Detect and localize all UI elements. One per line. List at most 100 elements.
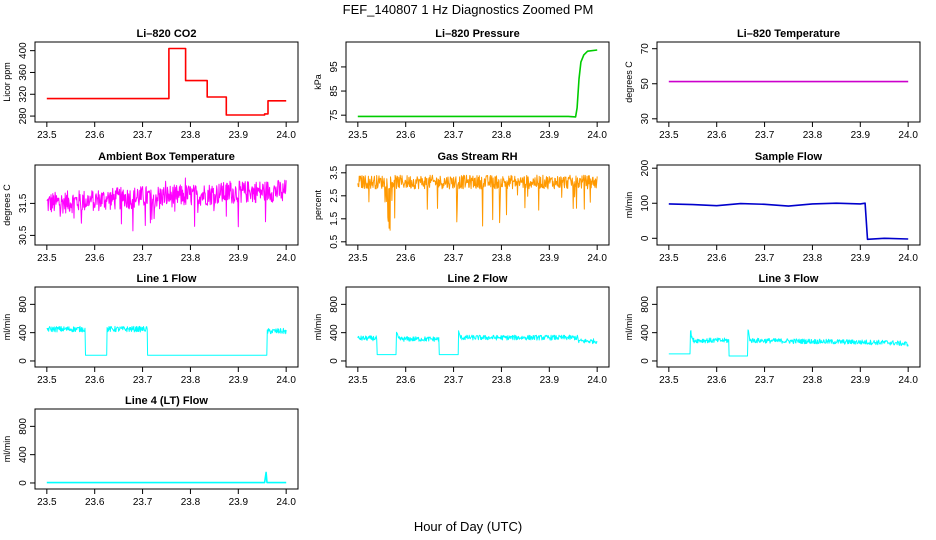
y-tick-label: 400 (18, 446, 29, 463)
x-tick-label: 23.9 (851, 375, 871, 386)
x-tick-label: 23.7 (444, 253, 464, 264)
y-axis-label: degrees C (2, 184, 12, 226)
x-tick-label: 23.7 (755, 253, 775, 264)
figure-title: FEF_140807 1 Hz Diagnostics Zoomed PM (343, 2, 594, 17)
y-tick-label: 200 (640, 159, 651, 176)
panel-7: Line 1 Flow 23.5 23.6 23.7 23.8 23.9 24.0 0 400 8… (2, 273, 299, 386)
panel-3: Li–820 Temperature 23.5 23.6 23.7 23.8 23.9 24… (624, 28, 921, 141)
series-line-1 (46, 471, 287, 484)
y-axis-label: ml/min (313, 314, 323, 341)
y-tick-label: 0 (640, 358, 651, 364)
x-tick-label: 23.9 (229, 130, 249, 141)
y-tick-label: 95 (329, 61, 340, 73)
y-tick-label: 1.5 (329, 211, 340, 225)
x-tick-label: 24.0 (587, 130, 607, 141)
y-tick-label: 0.5 (329, 234, 340, 248)
y-axis-label: ml/min (624, 314, 634, 341)
panel-title: Line 2 Flow (448, 273, 508, 285)
x-tick-label: 23.7 (133, 130, 153, 141)
x-tick-label: 23.6 (707, 253, 727, 264)
x-tick-label: 24.0 (898, 253, 918, 264)
plot-frame (345, 41, 610, 123)
x-tick-label: 23.5 (348, 375, 368, 386)
panel-9: Line 3 Flow 23.5 23.6 23.7 23.8 23.9 24.0 0 400 8… (624, 273, 921, 386)
panel-title: Li–820 Pressure (435, 28, 519, 40)
x-tick-label: 23.6 (85, 497, 105, 508)
series-line-1 (357, 49, 598, 118)
y-tick-label: 800 (329, 296, 340, 313)
plot-frame (345, 164, 610, 246)
x-tick-label: 23.5 (37, 253, 57, 264)
x-tick-label: 24.0 (898, 375, 918, 386)
x-tick-label: 23.5 (37, 375, 57, 386)
panel-2: Li–820 Pressure 23.5 23.6 23.7 23.8 23.9 24.0 7… (313, 28, 610, 141)
y-tick-label: 400 (329, 324, 340, 341)
x-tick-label: 23.6 (396, 375, 416, 386)
y-tick-label: 50 (640, 78, 651, 90)
x-tick-label: 23.9 (540, 130, 560, 141)
x-tick-label: 23.9 (540, 253, 560, 264)
x-tick-label: 23.6 (85, 130, 105, 141)
y-tick-label: 70 (640, 43, 651, 55)
panel-grid: Li–820 CO2 23.5 23.6 23.7 23.8 23.9 24.0 280 320… (2, 28, 921, 508)
y-tick-label: 800 (640, 296, 651, 313)
x-tick-label: 23.5 (659, 375, 679, 386)
x-tick-label: 23.6 (85, 375, 105, 386)
x-tick-label: 23.5 (37, 130, 57, 141)
y-tick-label: 31.5 (18, 193, 29, 213)
plot-frame (34, 41, 299, 123)
y-tick-label: 320 (18, 85, 29, 102)
panel-title: Line 3 Flow (759, 273, 819, 285)
y-tick-label: 0 (329, 358, 340, 364)
y-axis-label: degrees C (624, 61, 634, 103)
x-tick-label: 24.0 (276, 497, 296, 508)
plot-frame (656, 164, 921, 246)
series-line-1 (46, 325, 287, 356)
x-tick-label: 23.5 (348, 253, 368, 264)
panel-title: Ambient Box Temperature (98, 151, 235, 163)
panel-title: Sample Flow (755, 151, 823, 163)
plot-frame (656, 41, 921, 123)
x-tick-label: 23.5 (659, 130, 679, 141)
x-tick-label: 23.9 (229, 253, 249, 264)
series-line-1 (357, 174, 598, 231)
x-tick-label: 23.6 (707, 375, 727, 386)
panel-1: Li–820 CO2 23.5 23.6 23.7 23.8 23.9 24.0 280 320… (2, 28, 299, 141)
series-line-1 (46, 177, 287, 232)
x-tick-label: 23.8 (803, 375, 823, 386)
x-tick-label: 23.8 (181, 497, 201, 508)
y-tick-label: 0 (18, 480, 29, 486)
x-tick-label: 23.8 (181, 375, 201, 386)
series-line-1 (46, 47, 287, 116)
x-tick-label: 23.7 (444, 130, 464, 141)
x-tick-label: 23.8 (181, 253, 201, 264)
panel-8: Line 2 Flow 23.5 23.6 23.7 23.8 23.9 24.0 0 400 8… (313, 273, 610, 386)
series-line-1 (357, 330, 598, 356)
plot-frame (656, 286, 921, 368)
x-tick-label: 24.0 (587, 253, 607, 264)
plot-frame (34, 164, 299, 246)
series-line-1 (668, 202, 909, 241)
x-tick-label: 23.8 (803, 130, 823, 141)
y-tick-label: 280 (18, 107, 29, 124)
x-tick-label: 24.0 (898, 130, 918, 141)
y-tick-label: 30.5 (18, 225, 29, 245)
y-tick-label: 75 (329, 109, 340, 121)
panel-4: Ambient Box Temperature 23.5 23.6 23.7 23.8 2… (2, 151, 299, 264)
x-tick-label: 23.7 (444, 375, 464, 386)
plot-frame (34, 286, 299, 368)
x-tick-label: 23.8 (492, 375, 512, 386)
y-tick-label: 0 (640, 235, 651, 241)
y-tick-label: 400 (18, 324, 29, 341)
panel-6: Sample Flow 23.5 23.6 23.7 23.8 23.9 24.0 0 100 2… (624, 151, 921, 264)
x-tick-label: 23.6 (85, 253, 105, 264)
x-tick-label: 23.9 (229, 375, 249, 386)
x-tick-label: 23.6 (396, 130, 416, 141)
y-axis-label: ml/min (624, 192, 634, 219)
panel-title: Line 4 (LT) Flow (125, 395, 208, 407)
y-tick-label: 400 (18, 42, 29, 59)
x-tick-label: 23.9 (229, 497, 249, 508)
y-tick-label: 800 (18, 418, 29, 435)
y-tick-label: 0 (18, 358, 29, 364)
